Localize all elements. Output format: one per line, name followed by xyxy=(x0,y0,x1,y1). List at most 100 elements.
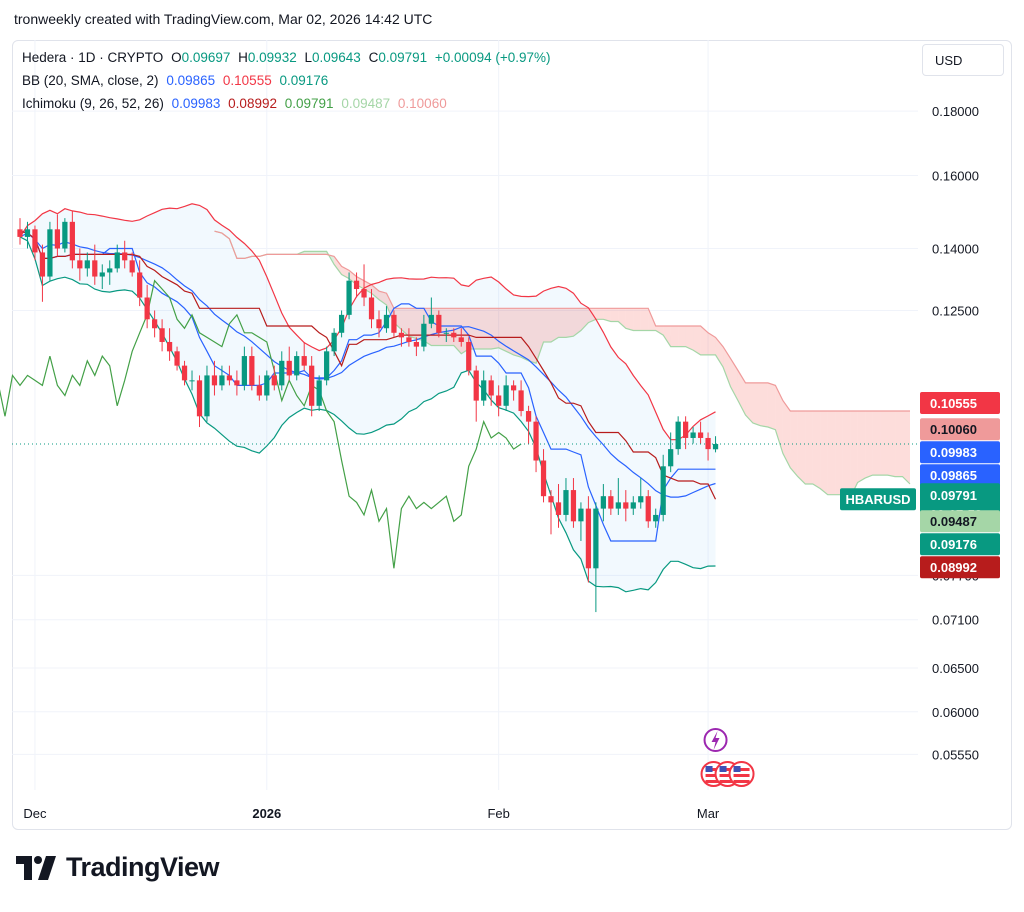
lightning-bolt-icon xyxy=(711,731,720,750)
candle-body xyxy=(324,351,330,381)
leading-span-b-line xyxy=(214,230,910,412)
candle-body xyxy=(638,496,644,503)
y-tick-label: 0.05550 xyxy=(932,747,979,762)
axis-label-value: 0.09487 xyxy=(930,514,977,529)
cloud-segment xyxy=(812,411,821,489)
candle-body xyxy=(608,496,614,509)
axis-label-bg xyxy=(920,391,1000,414)
candle-body xyxy=(234,380,240,386)
candle-body xyxy=(510,385,517,391)
cloud-segment xyxy=(640,308,649,331)
candle-body xyxy=(279,360,285,386)
flag-stripe xyxy=(719,780,736,783)
price-label-value: 0.09791 xyxy=(930,488,977,503)
cloud-segment xyxy=(491,308,499,349)
cloud-segment xyxy=(902,411,910,485)
cloud-segment xyxy=(678,325,686,347)
axis-label-value: 0.09865 xyxy=(930,468,977,483)
cloud-segment xyxy=(573,308,581,337)
cloud-segment xyxy=(498,308,507,352)
cloud-segment xyxy=(820,411,828,495)
axis-label-value: 0.10555 xyxy=(930,396,977,411)
flag-stripe xyxy=(705,780,722,783)
cloud-segment xyxy=(401,308,409,337)
candle-body xyxy=(383,314,390,329)
candle-body xyxy=(338,314,345,333)
legend-ichimoku[interactable]: Ichimoku (9, 26, 52, 26) 0.09983 0.08992… xyxy=(22,96,451,111)
flag-stripe xyxy=(705,768,722,771)
event-icons xyxy=(700,728,755,787)
x-tick-label: Mar xyxy=(697,806,720,821)
cloud-segment xyxy=(408,308,417,339)
x-tick-label: Dec xyxy=(23,806,47,821)
candle-body xyxy=(496,395,502,406)
axis-label-value: 0.09983 xyxy=(930,445,977,460)
candle-body xyxy=(152,319,158,329)
candle-body xyxy=(196,380,203,417)
grid-lines xyxy=(12,40,918,790)
candle-body xyxy=(466,341,472,371)
cloud-segment xyxy=(521,308,529,361)
bb-basis: 0.09865 xyxy=(166,73,216,88)
ohlc-open: 0.09697 xyxy=(181,50,231,65)
candle-body xyxy=(525,411,532,422)
cloud-segment xyxy=(708,332,716,355)
candle-body xyxy=(668,449,674,467)
legend-bb[interactable]: BB (20, SMA, close, 2) 0.09865 0.10555 0… xyxy=(22,73,332,88)
cloud-segment xyxy=(551,308,559,342)
flag-canton xyxy=(705,766,713,772)
candle-body xyxy=(211,375,218,386)
cloud-segment xyxy=(483,308,492,349)
axis-label-value: 0.10060 xyxy=(930,422,977,437)
y-tick-label: 0.12500 xyxy=(932,303,979,318)
ichimoku-lead-b: 0.10060 xyxy=(397,96,447,111)
candle-body xyxy=(421,323,427,347)
cloud-segment xyxy=(865,411,873,479)
leading-span-a-line xyxy=(214,230,911,499)
cloud-segment xyxy=(700,325,709,355)
cloud-segment xyxy=(805,411,813,485)
y-tick-label: 0.06500 xyxy=(932,661,979,676)
candle-body xyxy=(563,490,569,515)
cloud-segment xyxy=(842,411,851,498)
candle-body xyxy=(256,385,262,396)
cloud-segment xyxy=(543,308,552,342)
candle-body xyxy=(39,252,46,277)
axis-label-value: 0.09176 xyxy=(930,537,977,552)
lagging-span-line xyxy=(0,279,522,569)
ohlc-low-label: L xyxy=(304,50,312,65)
bb-upper: 0.10555 xyxy=(222,73,272,88)
candle-body xyxy=(204,375,210,417)
flag-stripe xyxy=(719,774,736,777)
candle-body xyxy=(705,437,711,450)
cloud-segment xyxy=(752,382,761,426)
candle-body xyxy=(309,365,315,406)
candle-body xyxy=(92,260,98,277)
cloud-segment xyxy=(633,308,641,331)
tradingview-logo[interactable]: TradingView xyxy=(16,852,220,883)
candle-body xyxy=(353,280,360,290)
currency-button[interactable]: USD xyxy=(922,44,1004,76)
candle-body xyxy=(398,332,405,338)
candle-body xyxy=(99,272,105,277)
candle-body xyxy=(458,337,464,342)
cloud-segment xyxy=(595,308,604,320)
cloud-segment xyxy=(790,411,798,477)
candle-body xyxy=(62,221,68,249)
candle-body xyxy=(17,229,23,237)
candle-body xyxy=(226,375,233,381)
cloud-segment xyxy=(663,325,671,347)
candle-body xyxy=(24,229,31,237)
x-tick-label: Feb xyxy=(487,806,509,821)
candlesticks xyxy=(17,210,719,613)
candle-body xyxy=(697,432,704,438)
tradingview-logo-icon xyxy=(16,855,56,880)
candle-body xyxy=(683,421,689,438)
ichimoku-name: Ichimoku (9, 26, 52, 26) xyxy=(22,96,164,111)
axis-label-bg xyxy=(920,418,1000,441)
x-tick-label: 2026 xyxy=(252,806,281,821)
cloud-segment xyxy=(610,308,619,322)
candle-body xyxy=(623,502,629,509)
candle-body xyxy=(451,332,457,338)
